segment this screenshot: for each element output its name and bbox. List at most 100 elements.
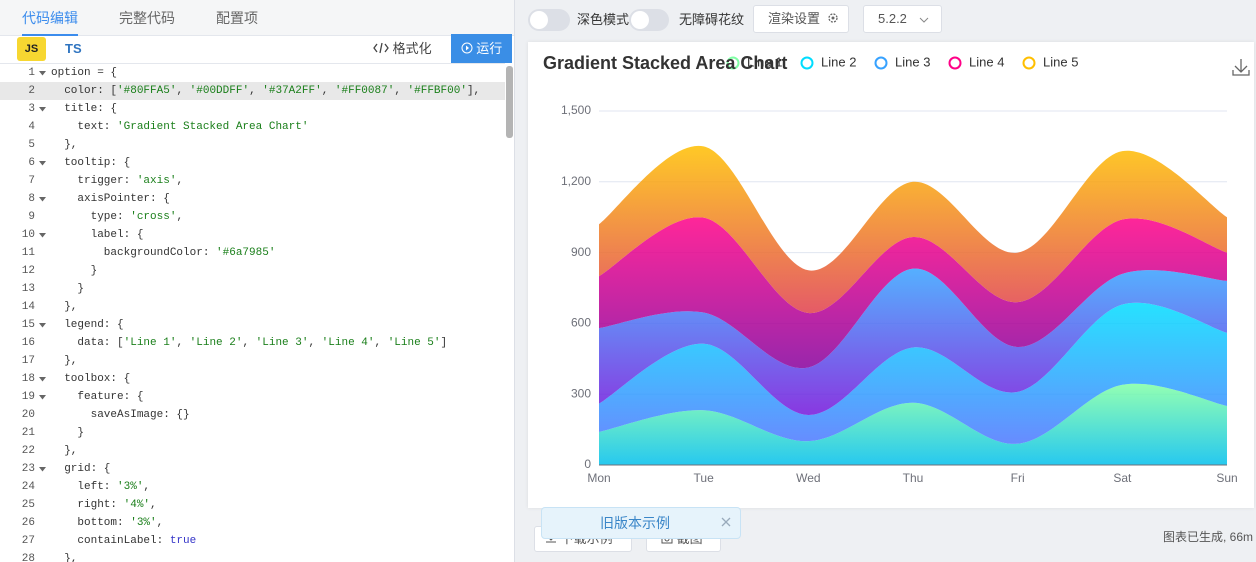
area (599, 302, 1227, 444)
code-line: 18 toolbox: { (0, 370, 505, 388)
version-select[interactable]: 5.2.2 (863, 5, 942, 33)
run-button[interactable]: 运行 (451, 34, 512, 63)
fold-toggle[interactable] (39, 323, 46, 328)
line-number: 26 (21, 517, 35, 529)
legend-label: Line 2 (821, 54, 856, 69)
legend-label: Line 1 (747, 54, 782, 69)
fold-toggle[interactable] (39, 197, 46, 202)
line-number: 21 (21, 427, 35, 439)
toggle-label: 无障碍花纹 (679, 12, 745, 27)
line-number: 7 (28, 175, 35, 187)
line-number: 11 (21, 247, 35, 259)
version-label: 5.2.2 (878, 11, 907, 26)
format-label: 格式化 (392, 41, 432, 56)
line-number: 8 (28, 193, 35, 205)
code-text: containLabel: true (51, 535, 197, 547)
legend-icon (874, 56, 888, 70)
code-text: color: ['#80FFA5', '#00DDFF', '#37A2FF',… (51, 85, 481, 97)
line-number: 6 (28, 157, 35, 169)
code-line: 16 data: ['Line 1', 'Line 2', 'Line 3', … (0, 334, 505, 352)
y-tick-label: 1,500 (561, 103, 591, 117)
x-tick-label: Thu (903, 471, 924, 485)
code-text: type: 'cross', (51, 211, 184, 223)
editor-panel: 代码编辑 完整代码 配置项 JS TS 格式化 运行 1 option = {2 … (0, 0, 515, 562)
code-line: 27 containLabel: true (0, 532, 505, 550)
save-image-icon[interactable] (1232, 59, 1250, 76)
status-text: 图表已生成, 66m (1163, 530, 1254, 544)
fold-toggle[interactable] (39, 395, 46, 400)
toast-close[interactable] (721, 517, 731, 527)
line-number: 1 (28, 67, 35, 79)
fold-toggle[interactable] (39, 107, 46, 112)
code-line: 14 }, (0, 298, 505, 316)
chart-title: Gradient Stacked Area Chart (543, 53, 787, 73)
code-line: 11 backgroundColor: '#6a7985' (0, 244, 505, 262)
fold-toggle[interactable] (39, 161, 46, 166)
line-number: 14 (21, 301, 35, 313)
code-text: trigger: 'axis', (51, 175, 184, 187)
code-text: legend: { (51, 319, 124, 331)
tab[interactable]: 配置项 (216, 10, 258, 26)
js-badge[interactable]: JS (17, 37, 46, 61)
legend-label: Line 5 (1043, 54, 1078, 69)
code-line: 21 } (0, 424, 505, 442)
code-line: 7 trigger: 'axis', (0, 172, 505, 190)
area (599, 383, 1227, 465)
line-number: 20 (21, 409, 35, 421)
line-number: 18 (21, 373, 35, 385)
code-text: }, (51, 355, 78, 367)
line-number: 27 (21, 535, 35, 547)
x-tick-label: Mon (587, 471, 610, 485)
line-number: 9 (28, 211, 35, 223)
dark-mode-toggle[interactable] (528, 9, 570, 31)
tab[interactable]: 代码编辑 (22, 0, 78, 36)
toggle-label: 深色模式 (577, 12, 630, 27)
toggle-knob (631, 11, 649, 29)
code-text: }, (51, 553, 78, 562)
y-tick-label: 1,200 (561, 174, 591, 188)
code-icon (373, 42, 389, 54)
chart-card: 0 300 600 900 1,200 1,500 Mon Tue Wed Thu Fri Sat Su… (528, 42, 1254, 508)
render-settings-button[interactable]: 渲染设置 (753, 5, 849, 33)
y-tick-label: 600 (571, 316, 591, 330)
fold-toggle[interactable] (39, 233, 46, 238)
line-number: 15 (21, 319, 35, 331)
code-text: title: { (51, 103, 118, 115)
line-number: 10 (21, 229, 35, 241)
scrollbar[interactable] (506, 66, 513, 138)
code-line: 9 type: 'cross', (0, 208, 505, 226)
code-line: 8 axisPointer: { (0, 190, 505, 208)
line-number: 13 (21, 283, 35, 295)
legend-icon (726, 56, 740, 70)
toast: 旧版本示例 (541, 507, 741, 539)
code-line: 26 bottom: '3%', (0, 514, 505, 532)
code-line: 1 option = { (0, 64, 505, 82)
line-number: 25 (21, 499, 35, 511)
code-text: axisPointer: { (51, 193, 170, 205)
area (599, 145, 1227, 314)
code-line: 25 right: '4%', (0, 496, 505, 514)
code-line: 28 }, (0, 550, 505, 562)
y-tick-label: 300 (571, 386, 591, 400)
code-line: 17 }, (0, 352, 505, 370)
code-text: grid: { (51, 463, 111, 475)
fold-toggle[interactable] (39, 467, 46, 472)
chevron (919, 17, 929, 23)
code-text: toolbox: { (51, 373, 131, 385)
tab[interactable]: 完整代码 (119, 10, 175, 26)
format-button[interactable]: 格式化 (373, 40, 432, 58)
y-tick-label: 900 (571, 245, 591, 259)
accessibility-toggle[interactable] (629, 9, 669, 31)
code-line: 23 grid: { (0, 460, 505, 478)
line-number: 3 (28, 103, 35, 115)
toggle-knob (530, 11, 548, 29)
fold-toggle[interactable] (39, 377, 46, 382)
tab-bar: 代码编辑 完整代码 配置项 (0, 0, 514, 36)
ts-tab[interactable]: TS (65, 41, 82, 56)
code-line: 24 left: '3%', (0, 478, 505, 496)
fold-toggle[interactable] (39, 71, 46, 76)
code-line: 2 color: ['#80FFA5', '#00DDFF', '#37A2FF… (0, 82, 505, 100)
code-editor[interactable]: 1 option = {2 color: ['#80FFA5', '#00DDFF… (0, 63, 505, 562)
line-number: 16 (21, 337, 35, 349)
legend-icon (800, 56, 814, 70)
